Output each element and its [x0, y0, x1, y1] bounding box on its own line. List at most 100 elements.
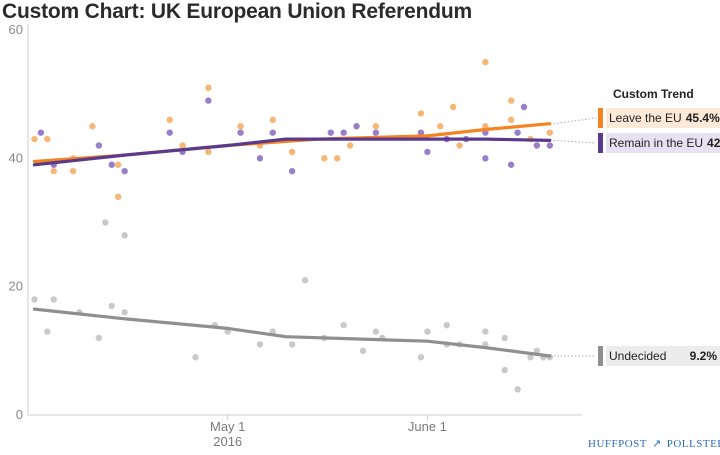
trend-line-undecided [32, 307, 552, 358]
point-leave [546, 129, 553, 136]
point-undecided [533, 347, 541, 355]
point-remain [37, 129, 45, 136]
legend-value-leave: 45.4% [685, 111, 720, 125]
point-undecided [44, 328, 51, 335]
point-undecided [340, 321, 347, 329]
point-undecided [443, 321, 450, 329]
point-remain [166, 129, 173, 136]
point-leave [114, 161, 122, 168]
point-undecided [121, 232, 128, 239]
point-undecided [95, 334, 103, 342]
point-undecided [417, 354, 425, 361]
point-remain [372, 129, 380, 136]
point-leave [456, 142, 463, 149]
point-leave [437, 123, 444, 130]
point-leave [205, 148, 212, 156]
legend-box-undecided: Undecided 9.2% [606, 346, 720, 366]
point-leave [372, 123, 380, 130]
point-leave [166, 116, 173, 124]
y-tick-label: 40 [9, 150, 23, 165]
point-undecided [301, 277, 309, 284]
legend-label-undecided: Undecided [609, 349, 667, 363]
point-leave [449, 103, 457, 111]
point-remain [95, 142, 103, 149]
point-remain [288, 167, 296, 175]
point-undecided [256, 341, 264, 348]
point-undecided [527, 354, 534, 361]
legend-box-leave: Leave the EU 45.4% [606, 108, 720, 128]
point-leave [288, 148, 296, 156]
point-remain [507, 161, 515, 168]
x-tick-label: May 1 [210, 419, 245, 434]
x-tick-label: June 1 [408, 419, 447, 434]
legend-swatch-leave [598, 108, 603, 128]
legend-swatch-undecided [598, 346, 603, 366]
bird-icon: ↗ [652, 437, 662, 450]
point-remain [237, 129, 244, 136]
y-tick-label: 60 [9, 22, 23, 37]
point-leave [50, 167, 57, 175]
legend-value-undecided: 9.2% [689, 349, 717, 363]
point-remain [417, 129, 425, 136]
point-remain [546, 142, 553, 149]
point-undecided [50, 296, 57, 303]
y-tick-label: 0 [16, 407, 23, 422]
point-remain [514, 129, 521, 136]
chart-title: Custom Chart: UK European Union Referend… [2, 0, 472, 23]
point-undecided [31, 296, 38, 303]
point-leave [507, 97, 515, 104]
point-undecided [359, 347, 367, 355]
point-leave [31, 135, 38, 143]
point-leave [507, 116, 515, 124]
point-leave [334, 155, 341, 162]
point-undecided [192, 354, 199, 361]
point-undecided [514, 386, 521, 393]
x-tick-sublabel: 2016 [213, 434, 242, 449]
point-remain [340, 129, 347, 136]
legend-swatch-remain [598, 133, 603, 153]
point-undecided [102, 219, 109, 226]
point-remain [108, 161, 115, 168]
point-undecided [372, 328, 380, 335]
point-remain [482, 155, 489, 162]
legend-title: Custom Trend [613, 87, 694, 101]
point-remain [121, 167, 128, 175]
point-remain [520, 103, 528, 111]
legend-item-remain: Remain in the EU 42.8% [598, 133, 720, 153]
point-leave [69, 167, 77, 175]
legend-connector-leave [553, 117, 597, 125]
legend-label-leave: Leave the EU [609, 111, 682, 125]
legend-box-remain: Remain in the EU 42.8% [606, 133, 720, 153]
point-remain [533, 142, 541, 149]
point-undecided [288, 341, 296, 348]
point-remain [256, 155, 264, 162]
point-undecided [501, 334, 508, 342]
point-remain [424, 148, 431, 156]
point-leave [346, 142, 354, 149]
point-remain [269, 129, 276, 136]
y-tick-label: 20 [9, 279, 23, 294]
point-leave [179, 142, 186, 149]
point-remain [205, 97, 212, 104]
legend-value-remain: 42.8% [707, 136, 720, 150]
point-leave [114, 193, 122, 201]
point-undecided [482, 328, 489, 335]
point-leave [44, 135, 51, 143]
point-undecided [108, 302, 115, 310]
trend-line-remain [32, 137, 552, 167]
legend-item-leave: Leave the EU 45.4% [598, 108, 720, 128]
point-leave [269, 116, 276, 124]
legend-label-remain: Remain in the EU [609, 136, 704, 150]
footer-brand-left: HUFFPOST [588, 438, 648, 450]
point-leave [482, 58, 489, 66]
point-undecided [121, 309, 128, 316]
point-remain [327, 129, 334, 136]
footer-brand-right: POLLSTER [666, 438, 720, 450]
legend-connector-remain [553, 139, 597, 144]
footer-branding: HUFFPOST ↗ POLLSTER [588, 437, 720, 450]
point-leave [237, 123, 244, 130]
point-leave [89, 123, 96, 130]
point-leave [417, 110, 425, 117]
point-leave [205, 84, 212, 91]
point-leave [321, 155, 328, 162]
